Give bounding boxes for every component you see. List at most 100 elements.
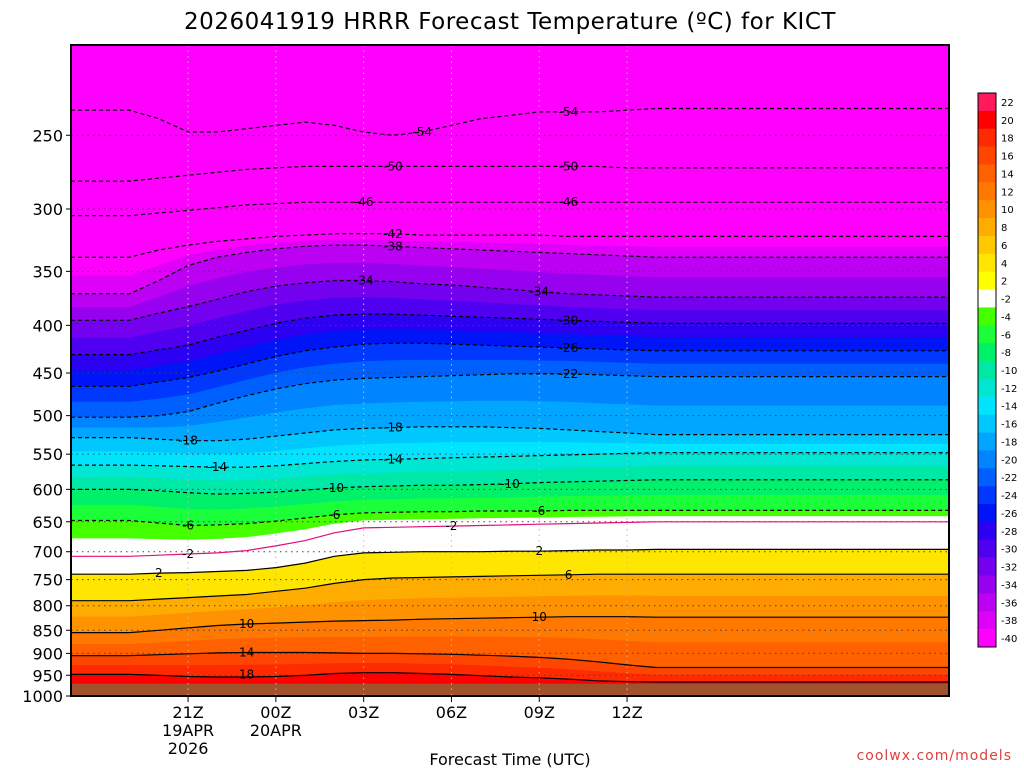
isotherm-label: -34 bbox=[529, 285, 549, 299]
isotherm-label: -34 bbox=[354, 273, 374, 287]
colorbar-swatch bbox=[978, 218, 996, 237]
colorbar-swatch bbox=[978, 164, 996, 183]
colorbar-label: -2 bbox=[1001, 295, 1011, 306]
colorbar-label: -14 bbox=[1001, 402, 1017, 413]
y-tick-label: 750 bbox=[32, 571, 63, 590]
colorbar-swatch bbox=[978, 414, 996, 433]
isotherm-label: -2 bbox=[445, 519, 457, 533]
isotherm-label: -2 bbox=[182, 547, 194, 561]
x-tick-label: 20APR bbox=[250, 721, 302, 740]
colorbar-swatch bbox=[978, 575, 996, 594]
x-tick-label: 06Z bbox=[436, 703, 467, 722]
colorbar-label: -40 bbox=[1001, 634, 1017, 645]
isotherm-label: -14 bbox=[208, 460, 228, 474]
isotherm-line bbox=[71, 201, 949, 217]
x-tick-label: 03Z bbox=[348, 703, 379, 722]
isotherm-label: -22 bbox=[559, 367, 579, 381]
colorbar-label: -8 bbox=[1001, 348, 1011, 359]
colorbar-swatch bbox=[978, 182, 996, 201]
colorbar-swatch bbox=[978, 539, 996, 558]
pressure-axis: 1000 950 900 850 800 750 700 650 600 550 500 450 400… bbox=[22, 126, 71, 706]
colorbar-label: 8 bbox=[1001, 223, 1007, 234]
colorbar-label: -6 bbox=[1001, 330, 1011, 341]
isotherm-label: 6 bbox=[565, 568, 573, 582]
x-tick-label: 2026 bbox=[168, 739, 209, 758]
colorbar-swatch bbox=[978, 200, 996, 219]
isotherm-label: 10 bbox=[239, 617, 254, 631]
colorbar-label: -20 bbox=[1001, 455, 1017, 466]
isotherm-label: -54 bbox=[412, 125, 432, 139]
isotherm-label: -18 bbox=[178, 434, 198, 448]
colorbar-label: -30 bbox=[1001, 545, 1017, 556]
colorbar-label: -32 bbox=[1001, 563, 1017, 574]
isotherm-line bbox=[71, 313, 949, 356]
isotherm-line bbox=[71, 548, 949, 575]
colorbar-label: 20 bbox=[1001, 116, 1014, 127]
colorbar-frame bbox=[977, 92, 997, 648]
colorbar-swatch bbox=[978, 128, 996, 147]
y-tick-label: 850 bbox=[32, 621, 63, 640]
isotherm-line bbox=[71, 573, 949, 602]
colorbar-swatch bbox=[978, 521, 996, 541]
x-axis-label: Forecast Time (UTC) bbox=[429, 750, 590, 768]
x-tick-label: 09Z bbox=[524, 703, 555, 722]
colorbar-label: -10 bbox=[1001, 366, 1017, 377]
y-tick-label: 700 bbox=[32, 543, 63, 562]
isotherm-line bbox=[71, 509, 949, 527]
colorbar-label: -26 bbox=[1001, 509, 1017, 520]
x-tick-label: 21Z bbox=[172, 703, 203, 722]
isotherm-line bbox=[71, 651, 949, 669]
colorbar: 22 20 18 16 14 12 10 8 6 4 2 -2 -4 -6 -8 -10 -12 -14 -16 -1… bbox=[977, 92, 1017, 648]
colorbar-label: -18 bbox=[1001, 437, 1017, 448]
colorbar-label: 6 bbox=[1001, 241, 1007, 252]
y-tick-label: 250 bbox=[32, 126, 63, 145]
isotherm-label: -46 bbox=[354, 195, 374, 209]
colorbar-swatch bbox=[978, 271, 996, 290]
colorbar-swatch bbox=[978, 557, 996, 576]
y-tick-label: 900 bbox=[32, 644, 63, 663]
isotherm-label: 10 bbox=[532, 610, 547, 624]
colorbar-swatch bbox=[978, 361, 996, 380]
y-tick-label: 350 bbox=[32, 262, 63, 281]
colorbar-swatch bbox=[978, 325, 996, 344]
colorbar-swatch bbox=[978, 93, 996, 112]
colorbar-label: -16 bbox=[1001, 420, 1017, 431]
isotherm-line bbox=[71, 426, 949, 442]
colorbar-swatch bbox=[978, 486, 996, 505]
y-tick-label: 400 bbox=[32, 316, 63, 335]
colorbar-swatch bbox=[978, 343, 996, 362]
isotherm-label: -50 bbox=[383, 159, 403, 173]
colorbar-label: 12 bbox=[1001, 187, 1014, 198]
colorbar-label: -36 bbox=[1001, 598, 1017, 609]
colorbar-swatch bbox=[978, 611, 996, 630]
colorbar-label: 4 bbox=[1001, 259, 1007, 270]
isotherm-line bbox=[71, 233, 949, 258]
isotherm-line bbox=[71, 373, 949, 418]
x-tick-label: 19APR bbox=[162, 721, 214, 740]
y-tick-label: 450 bbox=[32, 364, 63, 383]
y-tick-label: 950 bbox=[32, 666, 63, 685]
colorbar-swatch bbox=[978, 235, 996, 255]
colorbar-label: -28 bbox=[1001, 527, 1017, 538]
y-tick-label: 1000 bbox=[22, 687, 63, 706]
colorbar-label: 18 bbox=[1001, 134, 1014, 145]
colorbar-label: 14 bbox=[1001, 169, 1014, 180]
isotherm-line bbox=[71, 244, 949, 295]
isotherm-label: -6 bbox=[328, 508, 340, 522]
isotherm-label-layer: 18 14 10 10 6 2 2 -2 -2 -6 -6 -6 -10 -10 -14 -14 -18 -18 -… bbox=[155, 105, 578, 681]
colorbar-label: 16 bbox=[1001, 152, 1014, 163]
isotherm-label: -30 bbox=[559, 313, 579, 327]
colorbar-swatch bbox=[978, 468, 996, 487]
colorbar-swatch bbox=[978, 146, 996, 165]
y-tick-label: 800 bbox=[32, 597, 63, 616]
colorbar-label: -12 bbox=[1001, 384, 1017, 395]
isotherm-line bbox=[71, 342, 949, 387]
temperature-fill-layer bbox=[71, 45, 949, 696]
isotherm-line bbox=[71, 165, 949, 182]
credit-text[interactable]: coolwx.com/models bbox=[857, 748, 1012, 764]
isotherm-line bbox=[71, 521, 949, 557]
colorbar-swatch bbox=[978, 289, 996, 308]
colorbar-swatch bbox=[978, 110, 996, 130]
x-tick-label: 12Z bbox=[611, 703, 642, 722]
